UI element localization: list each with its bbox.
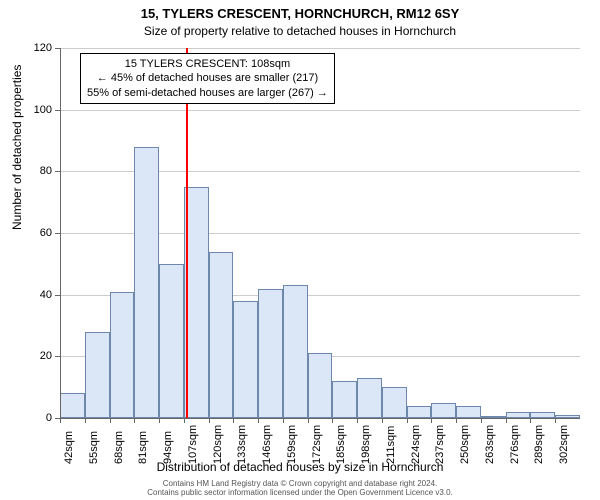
- y-tick-label: 20: [0, 350, 52, 362]
- x-tick-mark: [159, 418, 160, 423]
- x-tick-label: 302sqm: [558, 425, 570, 464]
- x-tick-label: 120sqm: [212, 425, 224, 464]
- x-tick-label: 146sqm: [261, 425, 273, 464]
- x-tick-label: 263sqm: [484, 425, 496, 464]
- x-tick-mark: [357, 418, 358, 423]
- grid-line: [60, 110, 580, 111]
- x-tick-label: 185sqm: [335, 425, 347, 464]
- histogram-bar: [110, 292, 135, 418]
- histogram-bar: [60, 393, 85, 418]
- x-tick-mark: [481, 418, 482, 423]
- footer-line1: Contains HM Land Registry data © Crown c…: [0, 479, 600, 489]
- y-axis-label: Number of detached properties: [10, 65, 24, 230]
- callout-line3: 55% of semi-detached houses are larger (…: [87, 86, 328, 100]
- x-tick-mark: [110, 418, 111, 423]
- x-tick-label: 133sqm: [236, 425, 248, 464]
- y-tick-label: 100: [0, 104, 52, 116]
- y-tick-label: 40: [0, 289, 52, 301]
- x-tick-mark: [431, 418, 432, 423]
- x-tick-mark: [233, 418, 234, 423]
- x-tick-label: 172sqm: [311, 425, 323, 464]
- histogram-bar: [134, 147, 159, 418]
- x-tick-mark: [283, 418, 284, 423]
- x-tick-mark: [332, 418, 333, 423]
- x-tick-mark: [506, 418, 507, 423]
- histogram-bar: [209, 252, 234, 419]
- x-tick-mark: [530, 418, 531, 423]
- callout-box: 15 TYLERS CRESCENT: 108sqm← 45% of detac…: [80, 53, 335, 104]
- histogram-bar: [332, 381, 357, 418]
- histogram-bar: [357, 378, 382, 418]
- x-tick-label: 224sqm: [410, 425, 422, 464]
- y-tick-label: 80: [0, 165, 52, 177]
- x-tick-mark: [60, 418, 61, 423]
- x-tick-mark: [134, 418, 135, 423]
- histogram-bar: [85, 332, 110, 418]
- x-tick-mark: [85, 418, 86, 423]
- chart-title: 15, TYLERS CRESCENT, HORNCHURCH, RM12 6S…: [0, 6, 600, 21]
- x-tick-mark: [555, 418, 556, 423]
- x-tick-mark: [184, 418, 185, 423]
- footer-line2: Contains public sector information licen…: [0, 488, 600, 498]
- y-tick-label: 0: [0, 412, 52, 424]
- histogram-bar: [382, 387, 407, 418]
- histogram-bar: [407, 406, 432, 418]
- x-tick-label: 237sqm: [434, 425, 446, 464]
- x-tick-mark: [258, 418, 259, 423]
- histogram-bar: [308, 353, 333, 418]
- histogram-bar: [233, 301, 258, 418]
- footer-text: Contains HM Land Registry data © Crown c…: [0, 479, 600, 498]
- y-tick-label: 120: [0, 42, 52, 54]
- x-tick-label: 107sqm: [187, 425, 199, 464]
- histogram-bar: [159, 264, 184, 418]
- x-tick-mark: [308, 418, 309, 423]
- x-axis-label: Distribution of detached houses by size …: [0, 460, 600, 474]
- callout-line1: 15 TYLERS CRESCENT: 108sqm: [87, 57, 328, 71]
- histogram-bar: [456, 406, 481, 418]
- x-tick-mark: [456, 418, 457, 423]
- x-tick-mark: [407, 418, 408, 423]
- x-axis-line: [60, 418, 580, 419]
- x-tick-label: 289sqm: [533, 425, 545, 464]
- x-tick-label: 250sqm: [459, 425, 471, 464]
- histogram-bar: [431, 403, 456, 418]
- x-tick-mark: [209, 418, 210, 423]
- x-tick-label: 276sqm: [509, 425, 521, 464]
- x-tick-label: 198sqm: [360, 425, 372, 464]
- chart-subtitle: Size of property relative to detached ho…: [0, 24, 600, 38]
- y-axis-line: [60, 48, 61, 418]
- y-tick-label: 60: [0, 227, 52, 239]
- callout-line2: ← 45% of detached houses are smaller (21…: [87, 71, 328, 85]
- grid-line: [60, 48, 580, 49]
- histogram-bar: [283, 285, 308, 418]
- x-tick-mark: [382, 418, 383, 423]
- x-tick-label: 159sqm: [286, 425, 298, 464]
- histogram-bar: [258, 289, 283, 419]
- histogram-chart: 15, TYLERS CRESCENT, HORNCHURCH, RM12 6S…: [0, 0, 600, 500]
- x-tick-label: 211sqm: [385, 426, 397, 464]
